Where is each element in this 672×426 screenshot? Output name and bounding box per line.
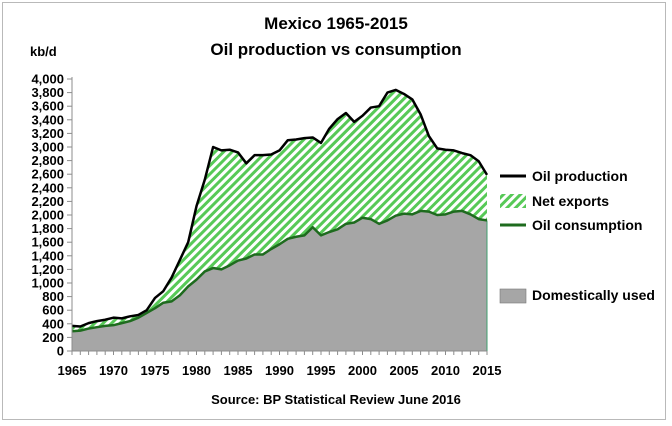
y-tick-label: 1,600 bbox=[31, 235, 64, 250]
legend-production-label: Oil production bbox=[532, 168, 628, 184]
y-tick-label: 2,400 bbox=[31, 180, 64, 195]
y-tick-label: 3,400 bbox=[31, 112, 64, 127]
y-tick-label: 3,200 bbox=[31, 126, 64, 141]
y-tick-label: 4,000 bbox=[31, 72, 64, 87]
y-tick-label: 3,000 bbox=[31, 140, 64, 155]
legend-net-exports-swatch bbox=[500, 194, 526, 208]
y-tick-label: 400 bbox=[42, 316, 64, 331]
y-tick-label: 2,600 bbox=[31, 167, 64, 182]
oil-production-line bbox=[71, 88, 489, 328]
y-tick-label: 2,200 bbox=[31, 194, 64, 209]
legend-consumption-label: Oil consumption bbox=[532, 217, 642, 233]
x-tick-label: 1995 bbox=[307, 363, 336, 378]
source-note: Source: BP Statistical Review June 2016 bbox=[211, 392, 461, 407]
y-tick-label: 2,000 bbox=[31, 208, 64, 223]
x-tick-label: 1970 bbox=[99, 363, 128, 378]
chart-title-line2: Oil production vs consumption bbox=[210, 40, 462, 59]
y-tick-label: 1,800 bbox=[31, 221, 64, 236]
y-tick-label: 200 bbox=[42, 330, 64, 345]
legend-domestic-swatch bbox=[499, 288, 527, 304]
x-tick-label: 2000 bbox=[348, 363, 377, 378]
chart-title-line1: Mexico 1965-2015 bbox=[264, 14, 408, 33]
y-axis-unit-label: kb/d bbox=[30, 44, 57, 59]
x-tick-label: 1980 bbox=[182, 363, 211, 378]
y-tick-label: 1,000 bbox=[31, 276, 64, 291]
x-tick-label: 2015 bbox=[473, 363, 502, 378]
y-tick-label: 3,600 bbox=[31, 99, 64, 114]
y-tick-label: 2,800 bbox=[31, 153, 64, 168]
oil-consumption-line bbox=[71, 209, 488, 333]
x-tick-label: 2010 bbox=[431, 363, 460, 378]
x-tick-label: 2005 bbox=[390, 363, 419, 378]
x-tick-label: 1975 bbox=[141, 363, 170, 378]
y-tick-label: 800 bbox=[42, 289, 64, 304]
y-tick-label: 1,200 bbox=[31, 262, 64, 277]
legend-net-exports-label: Net exports bbox=[532, 193, 609, 209]
legend-domestic-label: Domestically used bbox=[532, 287, 655, 303]
x-tick-label: 1990 bbox=[265, 363, 294, 378]
y-tick-label: 600 bbox=[42, 303, 64, 318]
x-tick-label: 1965 bbox=[58, 363, 87, 378]
domestically-used-area bbox=[72, 210, 487, 351]
y-tick-label: 3,800 bbox=[31, 85, 64, 100]
y-tick-label: 0 bbox=[57, 344, 64, 359]
y-tick-label: 1,400 bbox=[31, 248, 64, 263]
x-tick-label: 1985 bbox=[224, 363, 253, 378]
